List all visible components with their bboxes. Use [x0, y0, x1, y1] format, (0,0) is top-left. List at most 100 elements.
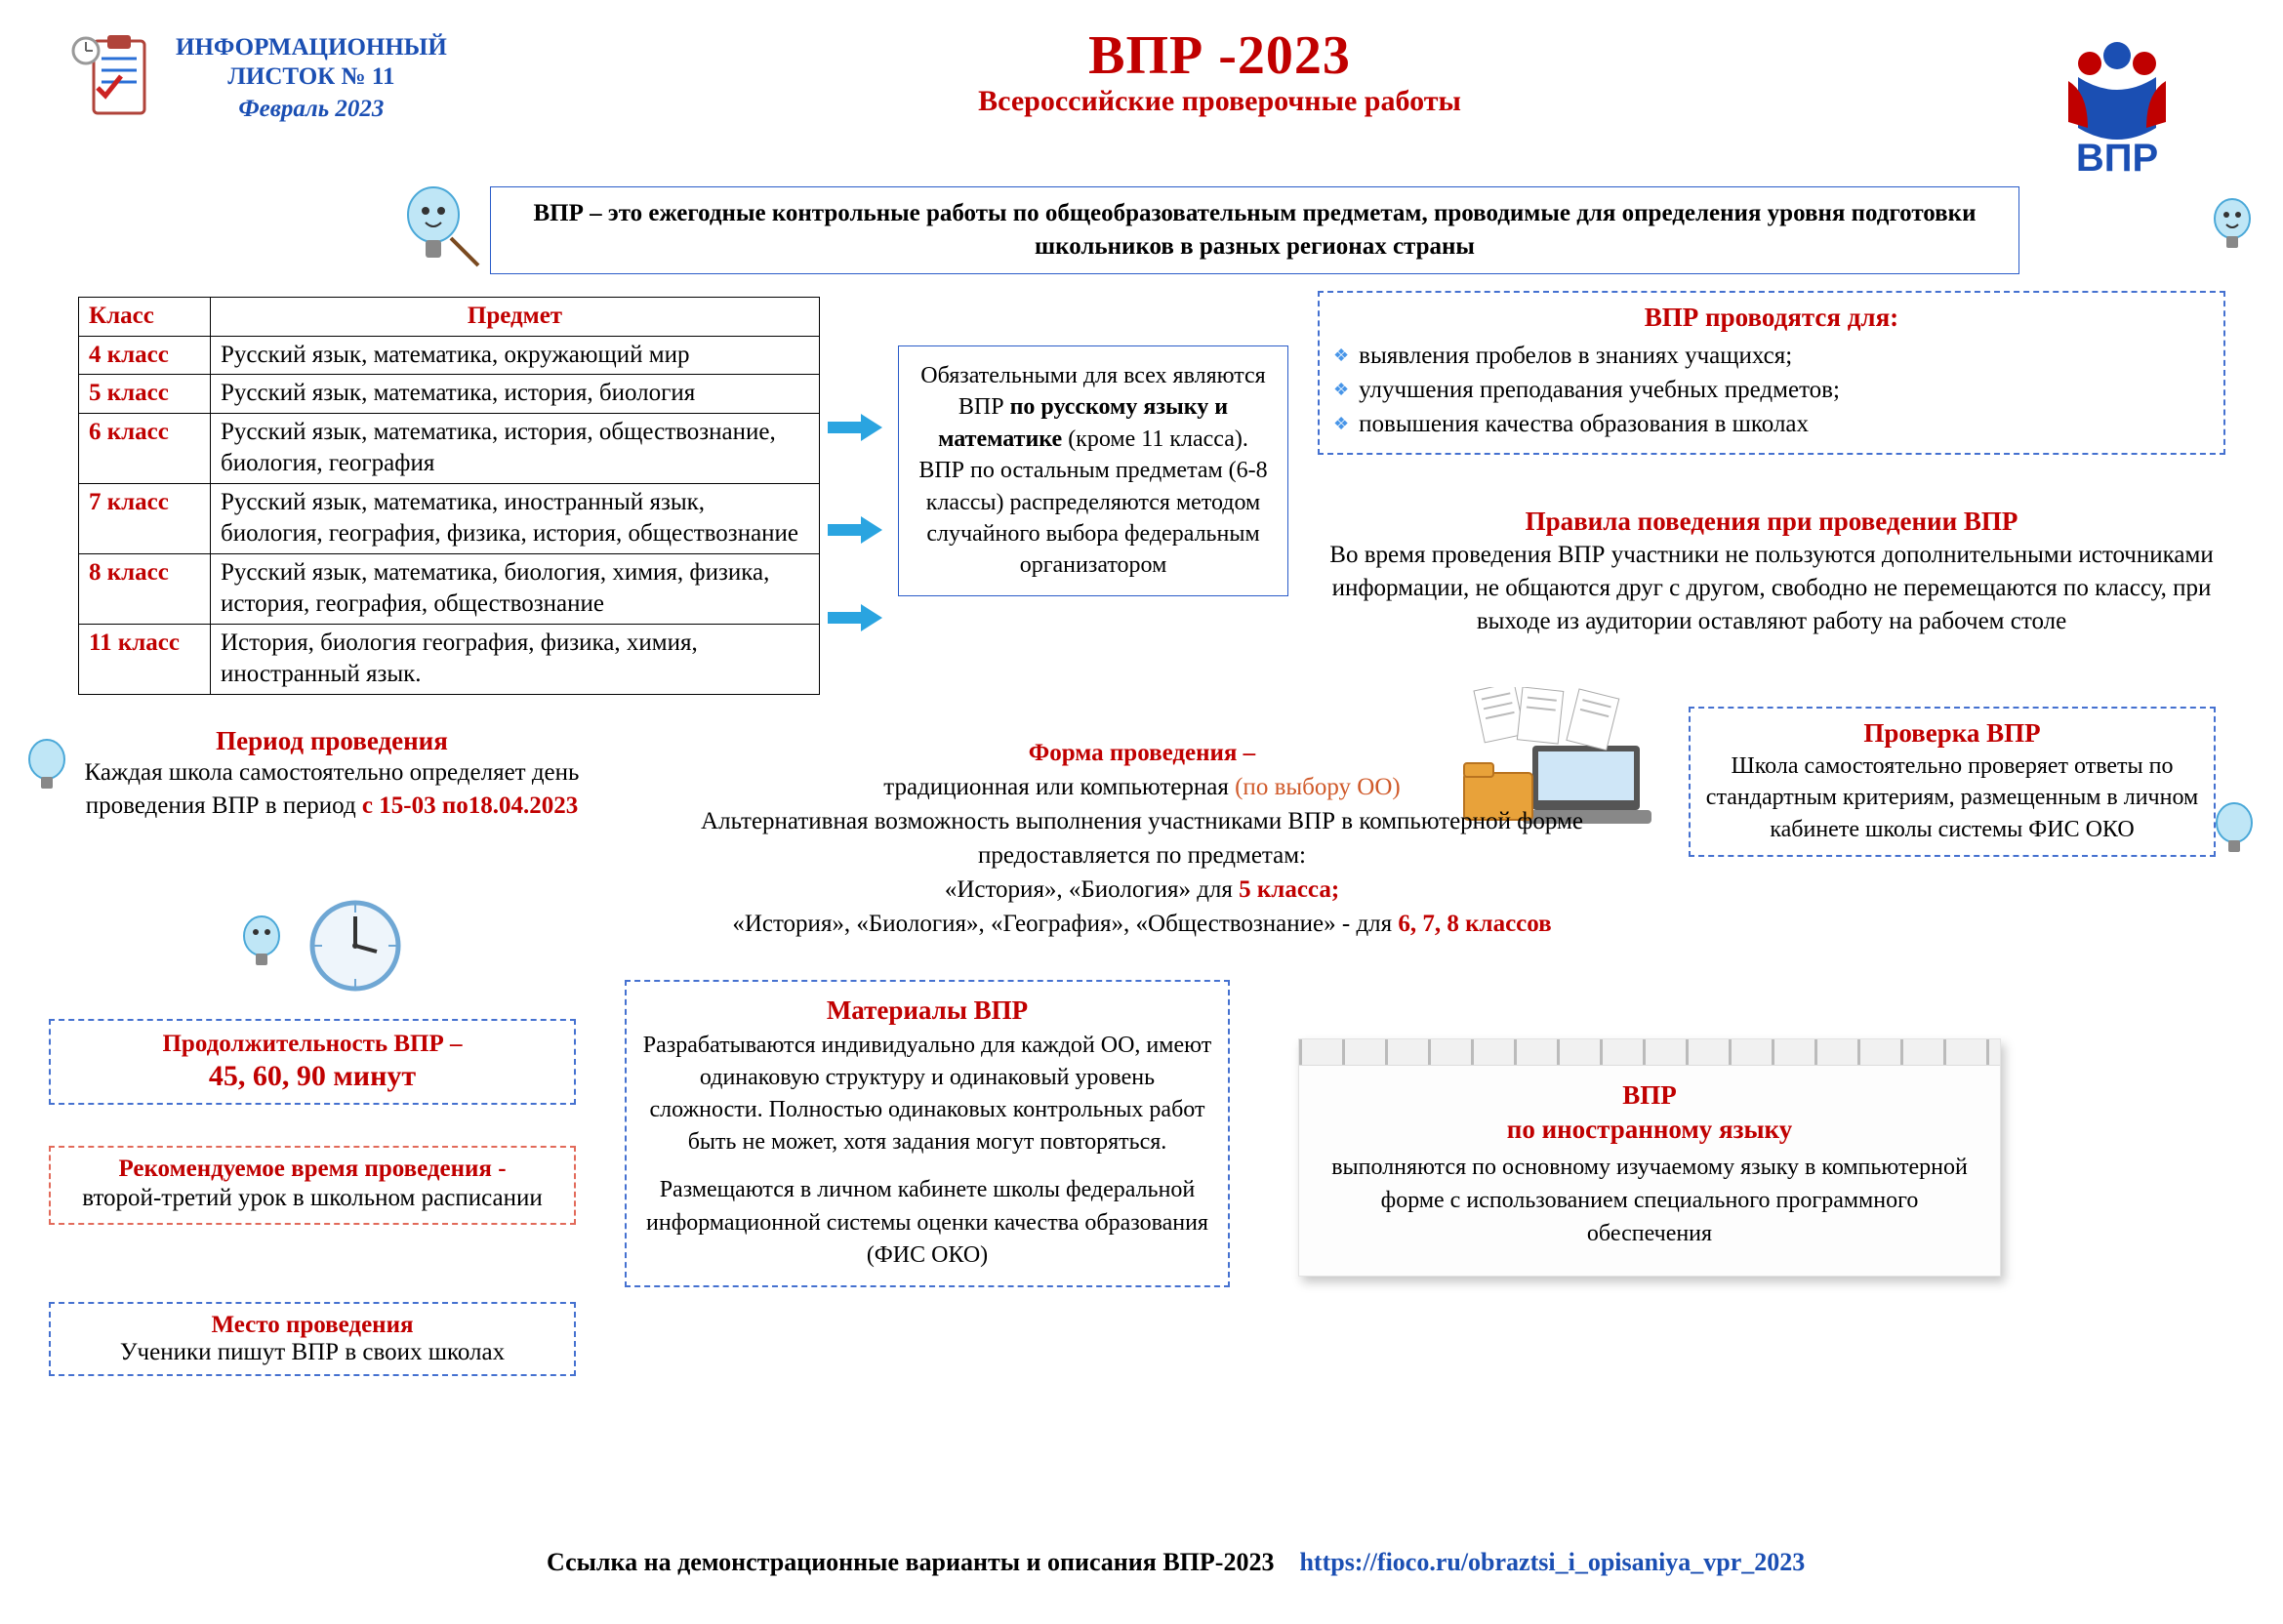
cell-subject: Русский язык, математика, окружающий мир: [211, 336, 820, 375]
subtitle: Всероссийские проверочные работы: [429, 85, 2010, 118]
svg-text:ВПР: ВПР: [2076, 137, 2158, 176]
def-prefix: ВПР: [534, 200, 584, 226]
duration-value: 45, 60, 90 минут: [61, 1060, 564, 1093]
header: ИНФОРМАЦИОННЫЙ ЛИСТОК № 11 Февраль 2023 …: [68, 24, 2215, 176]
arrow-icon: [828, 516, 882, 544]
rules-body: Во время проведения ВПР участники не пол…: [1318, 539, 2225, 637]
period-body: Каждая школа самостоятельно определяет д…: [68, 756, 595, 823]
list-item-text: улучшения преподавания учебных предметов…: [1359, 373, 1840, 407]
check-body: Школа самостоятельно проверяет ответы по…: [1702, 751, 2202, 845]
sheet-line2: ЛИСТОК № 11: [176, 62, 447, 92]
cell-class: 11 класс: [79, 624, 211, 694]
materials-box: Материалы ВПР Разрабатываются индивидуал…: [625, 980, 1230, 1287]
sheet-title-block: ИНФОРМАЦИОННЫЙ ЛИСТОК № 11 Февраль 2023: [176, 33, 447, 123]
form-body: Форма проведения – традиционная или комп…: [625, 736, 1659, 941]
class-subject-table: Класс Предмет 4 классРусский язык, матем…: [78, 297, 820, 695]
place-box: Место проведения Ученики пишут ВПР в сво…: [49, 1302, 576, 1376]
th-class: Класс: [79, 298, 211, 337]
sheet-line1: ИНФОРМАЦИОННЫЙ: [176, 33, 447, 62]
table-row: 5 классРусский язык, математика, история…: [79, 375, 820, 414]
form-l4a: «История», «Биология», «География», «Общ…: [732, 911, 1398, 937]
header-left: ИНФОРМАЦИОННЫЙ ЛИСТОК № 11 Февраль 2023: [68, 24, 420, 127]
lightbulb-icon: [400, 182, 480, 279]
materials-title: Материалы ВПР: [640, 995, 1214, 1026]
clock-row: [234, 892, 449, 999]
lightbulb-icon: [234, 913, 289, 979]
form-l1b: (по выбору ОО): [1235, 774, 1401, 800]
table-row: 6 классРусский язык, математика, история…: [79, 413, 820, 483]
recommended-title: Рекомендуемое время проведения -: [61, 1156, 564, 1183]
form-l1a: традиционная или компьютерная: [883, 774, 1235, 800]
cell-subject: История, биология география, физика, хим…: [211, 624, 820, 694]
notepad-body: выполняются по основному изучаемому язык…: [1325, 1151, 1975, 1250]
cell-subject: Русский язык, математика, история, биоло…: [211, 375, 820, 414]
check-title: Проверка ВПР: [1702, 718, 2202, 749]
clock-icon: [308, 899, 402, 993]
rules-title: Правила поведения при проведении ВПР: [1318, 507, 2225, 537]
th-subject: Предмет: [211, 298, 820, 337]
cell-subject: Русский язык, математика, иностранный яз…: [211, 483, 820, 553]
list-item: ❖ повышения качества образования в школах: [1333, 407, 2210, 441]
body: Класс Предмет 4 классРусский язык, матем…: [68, 297, 2215, 1624]
form-title: Форма проведения –: [1029, 740, 1255, 766]
lightbulb-icon: [2205, 195, 2260, 262]
place-title: Место проведения: [61, 1312, 564, 1339]
list-item-text: повышения качества образования в школах: [1359, 407, 1809, 441]
notepad-t2: по иностранному языку: [1325, 1113, 1975, 1147]
cell-class: 8 класс: [79, 553, 211, 624]
lightbulb-icon: [2207, 799, 2262, 866]
place-body: Ученики пишут ВПР в своих школах: [61, 1339, 564, 1366]
cell-subject: Русский язык, математика, биология, хими…: [211, 553, 820, 624]
list-item: ❖выявления пробелов в знаниях учащихся;: [1333, 339, 2210, 373]
notepad-t1: ВПР: [1325, 1078, 1975, 1113]
foreign-lang-box: ВПР по иностранному языку выполняются по…: [1298, 1038, 2001, 1277]
form-l3a: «История», «Биология» для: [945, 876, 1239, 903]
bullet-icon: ❖: [1333, 344, 1349, 368]
period-box: Период проведения Каждая школа самостоят…: [68, 726, 595, 823]
materials-p1: Разрабатываются индивидуально для каждой…: [640, 1030, 1214, 1158]
header-right: ВПР: [2019, 24, 2215, 176]
list-item: ❖ улучшения преподавания учебных предмето…: [1333, 373, 2210, 407]
check-box: Проверка ВПР Школа самостоятельно провер…: [1689, 707, 2216, 857]
period-title: Период проведения: [68, 726, 595, 756]
main-title: ВПР -2023: [429, 24, 2010, 87]
bullet-icon: ❖: [1333, 378, 1349, 402]
form-box: Форма проведения – традиционная или комп…: [625, 736, 1659, 941]
definition-row: ВПР – это ежегодные контрольные работы п…: [400, 182, 2019, 279]
table-row: 11 классИстория, биология география, физ…: [79, 624, 820, 694]
form-l4b: 6, 7, 8 классов: [1398, 911, 1551, 937]
bullet-icon: ❖: [1333, 412, 1349, 436]
obligatory-box: Обязательными для всех являются ВПР по р…: [898, 345, 1288, 596]
cell-class: 5 класс: [79, 375, 211, 414]
arrow-icon: [828, 414, 882, 441]
form-l2: Альтернативная возможность выполнения уч…: [701, 808, 1583, 869]
footer-link[interactable]: https://fioco.ru/obraztsi_i_opisaniya_vp…: [1299, 1548, 1805, 1576]
period-bold: с 15-03 по18.04.2023: [362, 792, 578, 819]
purposes-box: ВПР проводятся для: ❖выявления пробелов …: [1318, 291, 2225, 455]
cell-subject: Русский язык, математика, история, общес…: [211, 413, 820, 483]
cell-class: 6 класс: [79, 413, 211, 483]
clipboard-icon: [68, 29, 166, 127]
oblig-l3: ВПР по остальным предметам (6-8 классы) …: [918, 458, 1267, 578]
purposes-title: ВПР проводятся для:: [1333, 303, 2210, 333]
footer-label: Ссылка на демонстрационные варианты и оп…: [547, 1548, 1274, 1576]
oblig-l2: (кроме 11 класса).: [1062, 426, 1248, 452]
def-text: – это ежегодные контрольные работы по об…: [584, 200, 1977, 260]
table-row: 7 классРусский язык, математика, иностра…: [79, 483, 820, 553]
cell-class: 4 класс: [79, 336, 211, 375]
arrow-icon: [828, 604, 882, 631]
page: ИНФОРМАЦИОННЫЙ ЛИСТОК № 11 Февраль 2023 …: [0, 0, 2283, 1614]
table-row: 4 классРусский язык, математика, окружаю…: [79, 336, 820, 375]
vpr-logo-icon: ВПР: [2039, 34, 2195, 176]
duration-title: Продолжительность ВПР –: [61, 1031, 564, 1058]
definition-box: ВПР – это ежегодные контрольные работы п…: [490, 186, 2019, 274]
footer: Ссылка на демонстрационные варианты и оп…: [547, 1548, 1805, 1577]
duration-box: Продолжительность ВПР – 45, 60, 90 минут: [49, 1019, 576, 1105]
materials-p2: Размещаются в личном кабинете школы феде…: [640, 1174, 1214, 1271]
cell-class: 7 класс: [79, 483, 211, 553]
lightbulb-icon: [20, 736, 74, 802]
header-center: ВПР -2023 Всероссийские проверочные рабо…: [429, 24, 2010, 118]
sheet-date: Февраль 2023: [176, 96, 447, 123]
form-l3b: 5 класса;: [1239, 876, 1339, 903]
recommended-body: второй-третий урок в школьном расписании: [61, 1183, 564, 1215]
